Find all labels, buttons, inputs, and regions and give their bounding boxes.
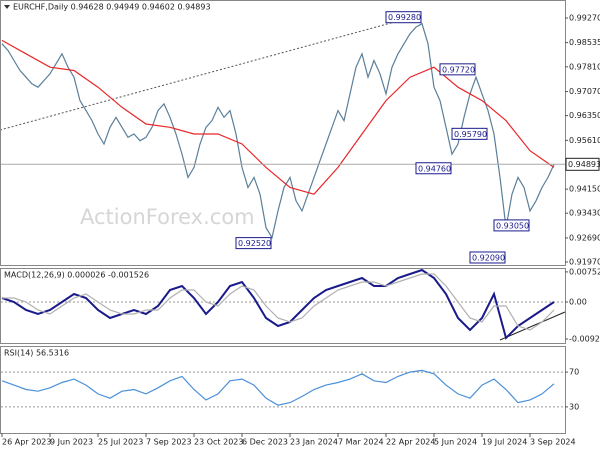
panel-title: RSI(14) 56.5316 [4,349,69,358]
y-tick-label: 0.97070 [569,87,600,96]
annotation-box [469,251,506,264]
annotation-box [385,11,422,24]
chart-title: EURCHF,Daily 0.94628 0.94949 0.94602 0.9… [13,3,211,12]
panel-frame [0,268,566,344]
x-tick-label: 23 Oct 2023 [194,438,243,447]
y-tick-label: 0.91970 [569,257,600,266]
series-line [1,369,555,406]
y-tick-label: 0.95610 [569,136,600,145]
annotation-label: 0.97720 [442,65,475,74]
y-tick-label: 30 [569,402,579,411]
last-price-box [565,157,600,171]
annotation-label: 0.94760 [418,164,451,173]
annotation-label: 0.93050 [496,221,529,230]
menu-icon [4,5,10,9]
trend-line [0,14,421,131]
last-price-label: 0.94893 [568,160,600,169]
y-tick-label: 0.92690 [569,233,600,242]
y-tick-label: 0.98535 [569,38,600,47]
x-tick-label: 23 Jan 2024 [290,438,338,447]
annotation-label: 0.95790 [454,130,487,139]
series-line [1,268,555,340]
annotation-label: 0.99280 [388,13,421,22]
x-tick-label: 7 Sep 2023 [146,438,192,447]
annotation-box [451,127,488,140]
y-tick-label: 0.94150 [569,185,600,194]
y-tick-label: 0.007525 [569,267,600,276]
y-tick-label: 0.97810 [569,62,600,71]
x-tick-label: 3 Sep 2024 [530,438,576,447]
annotation-label: 0.92090 [472,253,505,262]
x-tick-label: 25 Jul 2023 [98,438,143,447]
x-tick-label: 5 Jun 2024 [434,438,477,447]
panel-frame [0,346,566,434]
panel-title: MACD(12,26,9) 0.000026 -0.001526 [4,271,149,280]
annotation-box [415,162,452,175]
trend-line [499,311,566,341]
x-tick-label: 26 Apr 2023 [2,438,51,447]
y-tick-label: 0.99270 [569,14,600,23]
y-tick-label: 0.96350 [569,111,600,120]
annotation-box [493,219,530,232]
annotation-box [235,237,272,250]
panel-frame [0,0,566,266]
y-tick-label: 70 [569,368,579,377]
y-tick-label: 0.93430 [569,209,600,218]
x-tick-label: 19 Jul 2024 [482,438,527,447]
annotation-label: 0.92520 [238,239,271,248]
watermark: ActionForex.com [80,205,255,229]
series-line [1,39,555,195]
y-tick-label: -0.009252 [569,335,600,344]
series-line [1,22,555,240]
y-tick-label: 0.00 [569,298,587,307]
x-tick-label: 6 Dec 2023 [242,438,288,447]
x-tick-label: 22 Apr 2024 [386,438,435,447]
series-line [2,273,555,331]
x-tick-label: 7 Mar 2024 [338,438,384,447]
x-tick-label: 9 Jun 2023 [50,438,93,447]
annotation-box [439,63,476,76]
